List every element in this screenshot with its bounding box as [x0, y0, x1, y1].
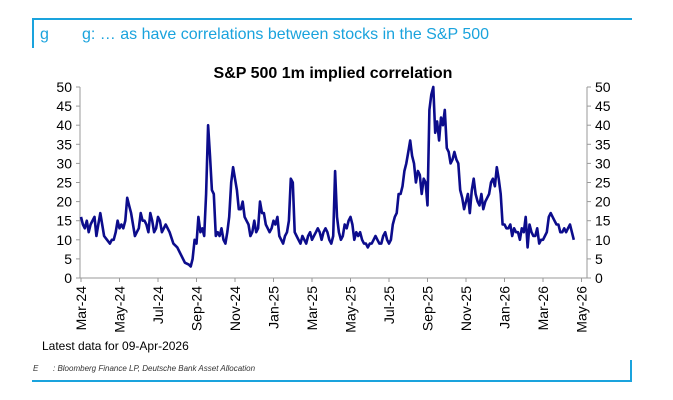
right-y-tick-label: 40: [595, 117, 611, 133]
x-tick-label: Sep-24: [189, 286, 205, 331]
x-tick-label: Mar-25: [304, 286, 320, 331]
x-tick-label: May-25: [343, 286, 359, 333]
left-y-tick-label: 20: [56, 194, 72, 210]
left-y-tick-label: 35: [56, 136, 72, 152]
right-y-tick-label: 25: [595, 175, 611, 191]
left-y-tick-label: 25: [56, 175, 72, 191]
right-y-tick-label: 10: [595, 232, 611, 248]
right-y-tick-label: 5: [595, 251, 603, 267]
right-y-tick-label: 50: [595, 79, 611, 95]
x-tick-label: Nov-24: [227, 286, 243, 331]
left-y-tick-label: 0: [64, 270, 72, 286]
x-tick-label: Sep-25: [420, 286, 436, 331]
x-tick-label: Jul-25: [381, 286, 397, 324]
figure-caption: g: … as have correlations between stocks…: [82, 26, 490, 43]
left-y-tick-label: 5: [64, 251, 72, 267]
source-label: E: [33, 364, 39, 373]
x-tick-label: Jan-26: [497, 286, 513, 329]
x-tick-label: Mar-26: [535, 286, 551, 331]
x-tick-label: Mar-24: [73, 286, 89, 331]
x-tick-label: May-26: [574, 286, 590, 333]
chart-title: S&P 500 1m implied correlation: [214, 65, 453, 82]
x-tick-label: Jan-25: [266, 286, 282, 329]
right-y-tick-label: 15: [595, 213, 611, 229]
x-tick-label: Jul-24: [150, 286, 166, 324]
left-y-tick-label: 30: [56, 155, 72, 171]
frame-right-rule: [630, 360, 632, 382]
source-note: E : Bloomberg Finance LP, Deutsche Bank A…: [33, 364, 255, 373]
series-line: [79, 85, 576, 268]
right-y-tick-label: 20: [595, 194, 611, 210]
figure-label: g: [40, 26, 49, 43]
right-y-tick-label: 35: [595, 136, 611, 152]
frame-bottom-rule: [32, 380, 632, 382]
x-tick-label: May-24: [112, 286, 128, 333]
x-tick-label: Nov-25: [458, 286, 474, 331]
left-y-tick-label: 45: [56, 98, 72, 114]
latest-data-note: Latest data for 09-Apr-2026: [42, 339, 189, 353]
frame-top-rule: [32, 18, 632, 20]
right-y-tick-label: 0: [595, 270, 603, 286]
left-y-tick-label: 40: [56, 117, 72, 133]
figure-header: g g: … as have correlations between stock…: [40, 26, 489, 44]
source-text: : Bloomberg Finance LP, Deutsche Bank As…: [53, 364, 256, 373]
frame-left-rule: [32, 18, 34, 48]
right-y-tick-label: 30: [595, 155, 611, 171]
left-y-tick-label: 50: [56, 79, 72, 95]
left-y-tick-label: 10: [56, 232, 72, 248]
right-y-tick-label: 45: [595, 98, 611, 114]
left-y-tick-label: 15: [56, 213, 72, 229]
